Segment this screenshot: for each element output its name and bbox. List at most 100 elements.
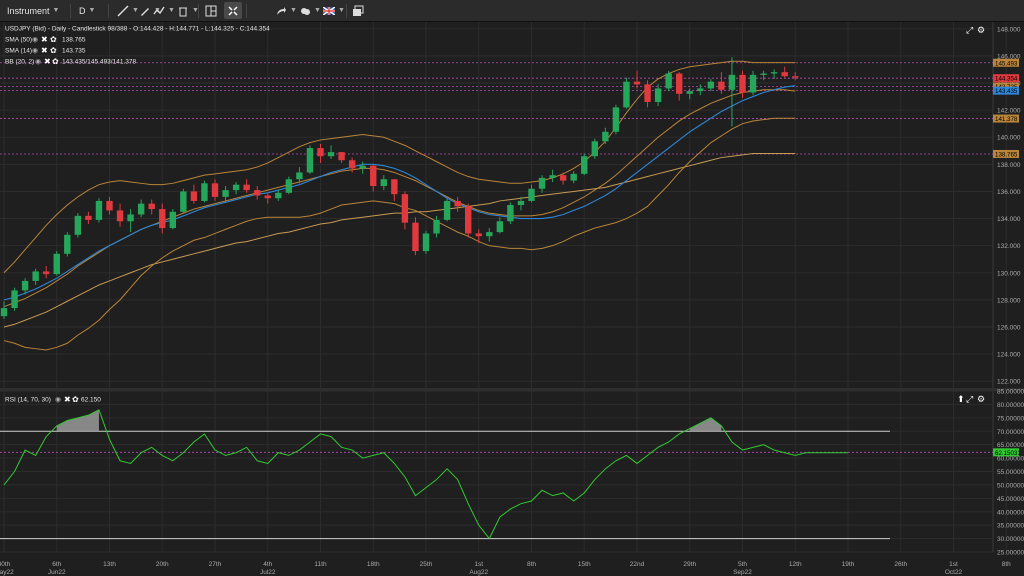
candle-body	[602, 131, 609, 142]
candle-body	[275, 192, 282, 199]
candle-body	[106, 200, 113, 211]
legend-title: USDJPY (Bid) - Daily - Candlestick 98/38…	[5, 26, 270, 33]
close-icon[interactable]: ✖	[64, 395, 71, 404]
layout-button[interactable]	[202, 2, 220, 19]
price-marker-label: 145.493	[995, 60, 1018, 67]
window-icon	[353, 5, 364, 16]
layout-icon	[205, 5, 217, 16]
candle-body	[686, 91, 693, 94]
candle-body	[359, 165, 366, 169]
draw-line-button[interactable]: ▼	[114, 2, 142, 19]
chart-area[interactable]: 148.000146.000144.000142.000140.000138.0…	[0, 22, 1024, 576]
price-grid	[0, 22, 1007, 552]
candle-body	[254, 190, 261, 196]
price-marker-label: 138.765	[995, 151, 1018, 158]
chevron-down-icon: ▼	[338, 7, 345, 14]
candle-body	[401, 194, 409, 223]
candle-body	[348, 160, 356, 169]
candle-body	[644, 84, 651, 102]
price-marker	[993, 114, 1019, 123]
candle-body	[517, 200, 525, 205]
time-tick-label: 13th	[103, 561, 116, 568]
sma50-line	[3, 152, 796, 328]
close-icon[interactable]: ✖	[44, 57, 51, 66]
settings-icon[interactable]: ⚙	[977, 395, 985, 405]
time-tick-sublabel: Sep22	[733, 569, 752, 576]
instrument-dropdown[interactable]: Instrument ▼	[4, 2, 62, 19]
price-tick-label: 126.000	[997, 325, 1021, 332]
expand-icon[interactable]: ⤢	[965, 26, 973, 36]
delete-button[interactable]: ▼	[174, 2, 202, 19]
rsi-tick-label: 25.00000	[997, 550, 1024, 557]
weather-icon	[301, 7, 310, 15]
move-up-icon[interactable]: ⬆	[957, 395, 965, 405]
gear-icon[interactable]: ✿	[50, 35, 57, 44]
share-button[interactable]: ▼	[272, 2, 300, 19]
toolbar: Instrument ▼ D ▼ ▼ ▼ ▼ ▼ ▼ ▼ ▼	[0, 0, 1024, 22]
price-marker	[993, 58, 1019, 67]
pane-divider[interactable]	[0, 388, 1024, 391]
rsi-tick-label: 35.00000	[997, 523, 1024, 530]
rsi-tick-label: 65.00000	[997, 442, 1024, 449]
rsi-grid	[0, 390, 993, 553]
candle-body	[707, 81, 715, 89]
price-marker-label: 141.378	[995, 116, 1018, 123]
candle-body	[317, 148, 324, 157]
candle-body	[697, 88, 704, 92]
time-tick-sublabel: Jul22	[260, 569, 276, 576]
time-tick-label: 11th	[314, 561, 327, 568]
gear-icon[interactable]: ✿	[72, 395, 79, 404]
price-tick-label: 142.000	[997, 108, 1021, 115]
candle-body	[770, 72, 778, 74]
candle-body	[433, 219, 440, 234]
price-marker	[993, 149, 1019, 158]
period-label: D	[79, 5, 86, 16]
candle-body	[338, 152, 345, 161]
candle-body	[749, 74, 757, 93]
gear-icon[interactable]: ✿	[50, 46, 57, 55]
close-icon[interactable]: ✖	[41, 46, 48, 55]
indicator-overlays	[3, 60, 796, 351]
candle-body	[21, 280, 29, 291]
legend-rsi-value: 62.150	[81, 397, 101, 404]
time-tick-label: 12th	[789, 561, 802, 568]
time-tick-sublabel: Oct22	[945, 569, 963, 576]
rsi-tick-label: 70.00000	[997, 429, 1024, 436]
candle-body	[180, 191, 187, 212]
candle-body	[507, 205, 514, 222]
new-window-button[interactable]	[349, 2, 367, 19]
legend-sma50-label: SMA (50)	[5, 37, 32, 44]
settings-icon[interactable]: ⚙	[977, 26, 985, 36]
eye-icon[interactable]: ◉	[55, 397, 61, 404]
indicators-icon	[153, 6, 165, 14]
candle-body	[760, 73, 767, 75]
trash-icon	[179, 7, 187, 16]
time-tick-label: 1st	[474, 561, 483, 568]
gear-icon[interactable]: ✿	[52, 57, 59, 66]
sma14-line	[3, 85, 796, 301]
price-tick-label: 122.000	[997, 379, 1021, 386]
rsi-axis[interactable]: 85.00000 80.00000 75.00000 70.00000 65.00000…	[993, 389, 1024, 557]
price-tick-label: 146.000	[997, 53, 1021, 60]
eye-icon[interactable]: ◉	[32, 37, 38, 44]
price-tick-label: 124.000	[997, 352, 1021, 359]
toolbar-divider	[346, 4, 347, 18]
candle-body	[792, 76, 799, 78]
expand-icon[interactable]: ⤢	[965, 395, 973, 405]
crosshair-button[interactable]	[224, 2, 242, 19]
eye-icon[interactable]: ◉	[32, 48, 38, 55]
price-axis[interactable]: 148.000146.000144.000142.000140.000138.0…	[993, 26, 1021, 386]
close-icon[interactable]: ✖	[41, 35, 48, 44]
time-tick-label: 4th	[263, 561, 272, 568]
indicators-button[interactable]: ▼	[150, 2, 178, 19]
period-dropdown[interactable]: D ▼	[76, 2, 98, 19]
candle-body	[549, 175, 556, 178]
time-tick-sublabel: May22	[0, 569, 14, 576]
language-button[interactable]: ▼	[320, 2, 348, 19]
weather-button[interactable]: ▼	[296, 2, 324, 19]
eye-icon[interactable]: ◉	[35, 59, 41, 66]
price-marker-label: 144.354	[995, 76, 1018, 83]
candle-body	[296, 172, 303, 180]
time-tick-label: 29th	[683, 561, 696, 568]
